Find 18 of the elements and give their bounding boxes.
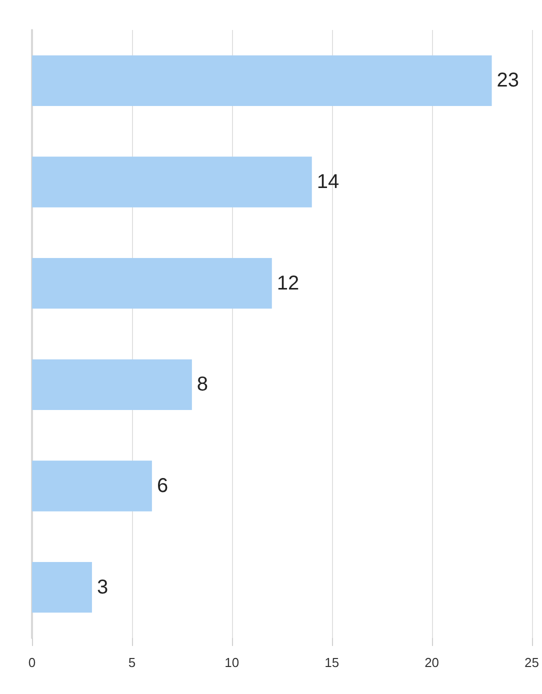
x-tick-label: 0 [28,655,36,670]
data-label: 23 [496,70,520,92]
data-label: 14 [316,171,340,193]
x-tick-label: 25 [524,655,540,670]
data-label: 12 [276,272,300,294]
data-label: 3 [96,576,108,598]
bar [32,562,92,613]
x-tick-label: 20 [424,655,440,670]
x-tick-label: 10 [224,655,240,670]
data-label: 8 [196,374,208,396]
bar [32,55,492,106]
bar [32,258,272,309]
bar [32,460,152,512]
x-tick-label: 15 [324,655,340,670]
data-label: 6 [156,475,168,497]
x-tick-label: 5 [128,655,136,670]
bar [32,156,312,208]
bar [32,359,192,410]
